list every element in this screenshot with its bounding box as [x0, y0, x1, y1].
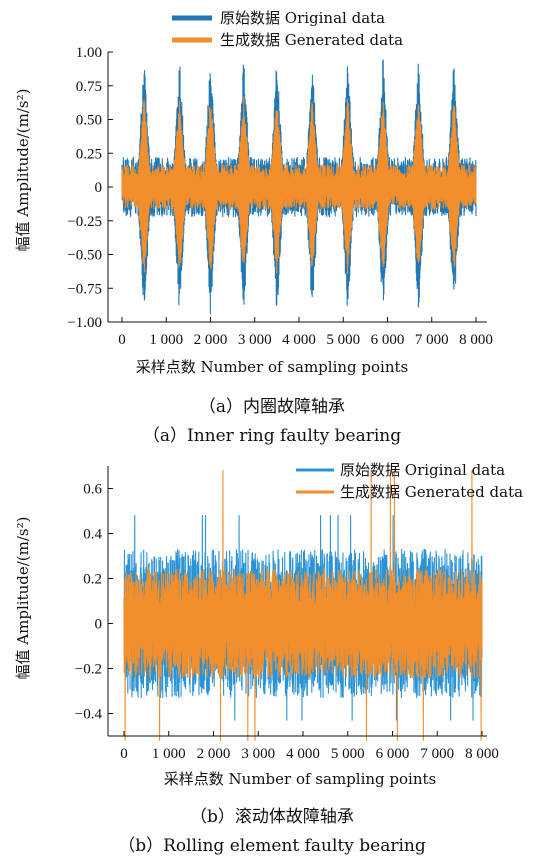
series-line-generated [123, 469, 483, 742]
chart-b-y-axis-label: 幅值 Amplitude/(m/s²) [14, 517, 32, 680]
chart-b-x-ticks: 0 1 000 2 000 3 000 4 000 5 000 6 000 7 000 8 00… [120, 731, 499, 762]
chart-b-signal-traces [123, 469, 483, 742]
y-tick-label: −1.00 [67, 315, 102, 331]
chart-b-y-ticks: 0.6 0.4 0.2 0 −0.2 −0.4 [75, 482, 113, 723]
chart-b-legend-generated: 生成数据 Generated data [340, 483, 523, 501]
y-tick-label: −0.2 [75, 662, 102, 678]
y-tick-label: −0.75 [67, 281, 102, 297]
x-tick-label: 1 000 [149, 332, 183, 348]
chart-a-x-axis-label: 采样点数 Number of sampling points [136, 358, 408, 376]
y-tick-label: 0.25 [76, 146, 102, 162]
chart-a-legend-generated: 生成数据 Generated data [220, 31, 403, 49]
y-tick-label: −0.25 [67, 214, 102, 230]
chart-a-legend-original: 原始数据 Original data [220, 9, 385, 27]
x-tick-label: 7 000 [420, 746, 454, 762]
caption-b-english: （b）Rolling element faulty bearing [118, 836, 426, 856]
y-tick-label: 0.50 [76, 113, 102, 129]
y-tick-label: −0.50 [67, 248, 102, 264]
chart-b-legend: 原始数据 Original data 生成数据 Generated data [296, 461, 523, 501]
x-tick-label: 4 000 [286, 746, 320, 762]
chart-rolling-element: 0.6 0.4 0.2 0 −0.2 −0.4 0 1 000 2 000 3 000 4 000… [14, 461, 523, 788]
caption-a-english: （a）Inner ring faulty bearing [142, 426, 402, 446]
x-tick-label: 0 [120, 746, 128, 762]
chart-a-y-axis-label: 幅值 Amplitude/(m/s²) [14, 89, 32, 252]
y-tick-label: 0.6 [83, 482, 102, 498]
x-tick-label: 6 000 [371, 332, 405, 348]
x-tick-label: 6 000 [376, 746, 410, 762]
x-tick-label: 2 000 [197, 746, 231, 762]
caption-a-chinese: （a）内圈故障轴承 [198, 397, 346, 417]
x-tick-label: 1 000 [152, 746, 186, 762]
x-tick-label: 3 000 [238, 332, 272, 348]
x-tick-label: 0 [118, 332, 126, 348]
chart-b-legend-original: 原始数据 Original data [340, 461, 505, 479]
x-tick-label: 4 000 [282, 332, 316, 348]
x-tick-label: 2 000 [194, 332, 228, 348]
caption-b-chinese: （b）滚动体故障轴承 [190, 807, 354, 827]
chart-a-legend: 原始数据 Original data 生成数据 Generated data [172, 9, 403, 49]
y-tick-label: 0 [95, 180, 103, 196]
chart-a-signal-traces [121, 59, 477, 315]
series-line-generated [121, 95, 477, 274]
x-tick-label: 8 000 [459, 332, 493, 348]
y-tick-label: 0.4 [83, 527, 102, 543]
y-tick-label: 0.75 [76, 79, 102, 95]
x-tick-label: 3 000 [241, 746, 275, 762]
chart-a-y-ticks: 1.00 0.75 0.50 0.25 0 −0.25 −0.50 −0.75 −1.00 [67, 45, 113, 331]
x-tick-label: 5 000 [331, 746, 365, 762]
y-tick-label: 0.2 [83, 572, 102, 588]
x-tick-label: 8 000 [465, 746, 499, 762]
chart-b-x-axis-label: 采样点数 Number of sampling points [164, 770, 436, 788]
x-tick-label: 7 000 [415, 332, 449, 348]
y-tick-label: 1.00 [76, 45, 102, 61]
x-tick-label: 5 000 [326, 332, 360, 348]
y-tick-label: 0 [95, 617, 103, 633]
y-tick-label: −0.4 [75, 707, 103, 723]
chart-a-x-ticks: 0 1 000 2 000 3 000 4 000 5 000 6 000 7 000 8 00… [118, 317, 493, 348]
